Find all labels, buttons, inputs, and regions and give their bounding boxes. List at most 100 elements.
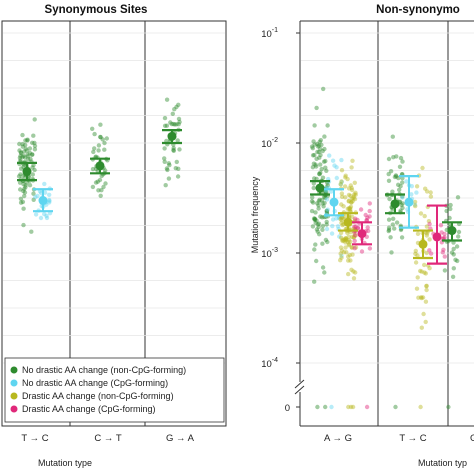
data-point <box>398 155 404 161</box>
data-point <box>350 214 355 220</box>
data-point <box>419 325 424 330</box>
data-point <box>166 176 172 181</box>
data-point <box>314 176 319 182</box>
data-point <box>348 183 353 188</box>
data-point <box>344 250 349 255</box>
data-point <box>315 201 320 206</box>
data-point <box>321 86 326 92</box>
data-point <box>25 152 30 157</box>
data-point <box>38 215 44 221</box>
legend-label-2: Drastic AA change (non-CpG-forming) <box>22 391 174 401</box>
data-point <box>339 253 344 258</box>
data-point <box>33 194 38 200</box>
left-panel-title: Synonymous Sites <box>45 4 148 16</box>
data-point <box>343 195 348 200</box>
data-point <box>424 231 430 236</box>
data-point <box>316 198 322 204</box>
data-point <box>174 159 179 165</box>
data-point <box>17 155 23 160</box>
data-point <box>313 220 318 226</box>
data-point <box>396 182 401 187</box>
data-point <box>413 248 418 254</box>
data-point <box>352 238 357 244</box>
data-point <box>427 266 432 271</box>
data-point <box>316 224 321 230</box>
zero-point <box>350 404 356 410</box>
data-point <box>317 197 322 202</box>
right-panel-title: Non-synonymo <box>376 4 460 16</box>
data-point <box>47 197 52 203</box>
data-point <box>310 146 315 151</box>
data-point <box>318 138 323 143</box>
data-point <box>386 217 392 222</box>
data-point <box>346 254 351 259</box>
data-point <box>442 231 447 237</box>
data-point <box>343 236 348 241</box>
data-point <box>168 120 173 125</box>
data-point <box>398 184 403 189</box>
data-point <box>309 208 315 214</box>
data-point <box>167 162 172 168</box>
data-point <box>164 97 170 102</box>
data-point <box>346 198 352 203</box>
data-point <box>175 138 180 143</box>
data-point <box>428 194 434 199</box>
data-point <box>348 193 353 198</box>
data-point <box>321 204 326 209</box>
data-point <box>171 121 176 127</box>
data-point <box>359 249 365 254</box>
data-point <box>323 158 328 164</box>
legend-marker-0 <box>10 366 18 374</box>
data-point <box>91 149 96 155</box>
data-point <box>22 155 28 160</box>
data-point <box>455 195 461 200</box>
data-point <box>339 218 344 223</box>
data-point <box>386 225 392 230</box>
data-point <box>23 142 28 148</box>
data-point <box>315 229 320 234</box>
data-point <box>322 146 327 152</box>
data-point <box>318 214 323 219</box>
data-point <box>345 176 350 182</box>
data-point <box>351 235 356 240</box>
data-point <box>35 193 40 199</box>
data-point <box>312 152 317 158</box>
data-point <box>32 143 38 149</box>
data-point <box>422 262 427 268</box>
data-point <box>451 266 456 271</box>
data-point <box>318 146 323 152</box>
data-point <box>30 152 35 157</box>
data-point <box>314 105 319 111</box>
data-point <box>315 144 321 149</box>
data-point <box>316 206 321 211</box>
data-point <box>341 216 346 221</box>
data-point <box>18 172 23 177</box>
data-point <box>424 287 429 293</box>
legend-marker-3 <box>10 405 18 413</box>
data-point <box>162 146 167 151</box>
data-point <box>20 141 25 147</box>
data-point <box>18 150 23 155</box>
data-point <box>349 187 355 193</box>
mean-marker <box>167 131 177 141</box>
data-point <box>386 178 392 183</box>
data-point <box>92 146 97 151</box>
zero-point <box>348 404 354 410</box>
data-point <box>317 155 322 160</box>
data-point <box>319 198 325 203</box>
data-point <box>336 216 342 221</box>
zero-point <box>329 404 334 410</box>
data-point <box>348 258 353 263</box>
data-point <box>100 137 105 142</box>
data-point <box>32 117 37 122</box>
data-point <box>320 201 325 206</box>
data-point <box>386 171 391 177</box>
data-point <box>170 111 175 117</box>
zero-point <box>364 404 370 410</box>
data-point <box>324 208 329 213</box>
data-point <box>312 216 318 222</box>
data-point <box>322 270 327 275</box>
data-point <box>315 141 320 147</box>
data-point <box>390 207 395 212</box>
data-point <box>349 245 355 250</box>
